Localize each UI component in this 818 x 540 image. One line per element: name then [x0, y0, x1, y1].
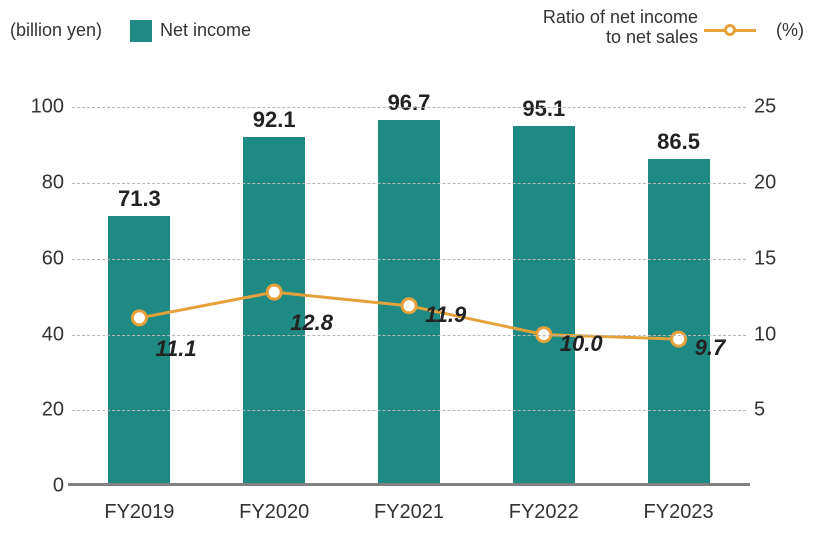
x-tick-label: FY2020 [207, 501, 342, 524]
gridline [72, 183, 746, 184]
y-left-tick: 80 [14, 172, 64, 195]
y-right-tick: 10 [754, 323, 800, 346]
bar-value-label: 96.7 [388, 90, 431, 116]
y-left-tick: 0 [14, 475, 64, 498]
y-right-tick: 25 [754, 96, 800, 119]
bar-slot: 71.3 [72, 62, 207, 486]
bar: 95.1 [513, 126, 575, 486]
plot-area: 71.392.196.795.186.5 0204060801005101520… [72, 62, 746, 486]
bar-value-label: 92.1 [253, 107, 296, 133]
y-right-tick: 15 [754, 247, 800, 270]
net-income-chart: (billion yen) Net income Ratio of net in… [0, 0, 818, 540]
legend-bar-swatch [130, 20, 152, 42]
bar-slot: 96.7 [342, 62, 477, 486]
gridline [72, 107, 746, 108]
x-tick-label: FY2023 [611, 501, 746, 524]
line-value-label: 12.8 [290, 310, 333, 336]
bar-value-label: 95.1 [522, 96, 565, 122]
x-tick-label: FY2021 [342, 501, 477, 524]
bars-container: 71.3 92.1 96.7 95.1 86.5 [72, 62, 746, 486]
bar: 86.5 [648, 159, 710, 486]
legend-line-swatch [704, 24, 756, 36]
x-axis-baseline [68, 483, 750, 486]
bar-value-label: 71.3 [118, 186, 161, 212]
bar-slot: 95.1 [476, 62, 611, 486]
gridline [72, 259, 746, 260]
bar-slot: 86.5 [611, 62, 746, 486]
line-value-label: 9.7 [695, 335, 726, 361]
x-axis: FY2019FY2020FY2021FY2022FY2023 [72, 501, 746, 524]
y-left-tick: 20 [14, 399, 64, 422]
legend-bar-label: Net income [160, 20, 251, 41]
line-value-label: 10.0 [560, 331, 603, 357]
y-left-axis-unit: (billion yen) [10, 20, 102, 41]
gridline [72, 410, 746, 411]
bar-slot: 92.1 [207, 62, 342, 486]
bar-value-label: 86.5 [657, 129, 700, 155]
line-value-label: 11.9 [425, 302, 466, 328]
line-value-label: 11.1 [155, 336, 196, 362]
y-right-tick: 20 [754, 172, 800, 195]
x-tick-label: FY2019 [72, 501, 207, 524]
y-left-tick: 100 [14, 96, 64, 119]
y-right-tick: 5 [754, 399, 800, 422]
y-left-tick: 60 [14, 247, 64, 270]
legend-line-label: Ratio of net incometo net sales [543, 8, 698, 48]
y-right-axis-unit: (%) [776, 20, 804, 41]
y-left-tick: 40 [14, 323, 64, 346]
x-tick-label: FY2022 [476, 501, 611, 524]
legend: (billion yen) Net income Ratio of net in… [0, 6, 818, 54]
